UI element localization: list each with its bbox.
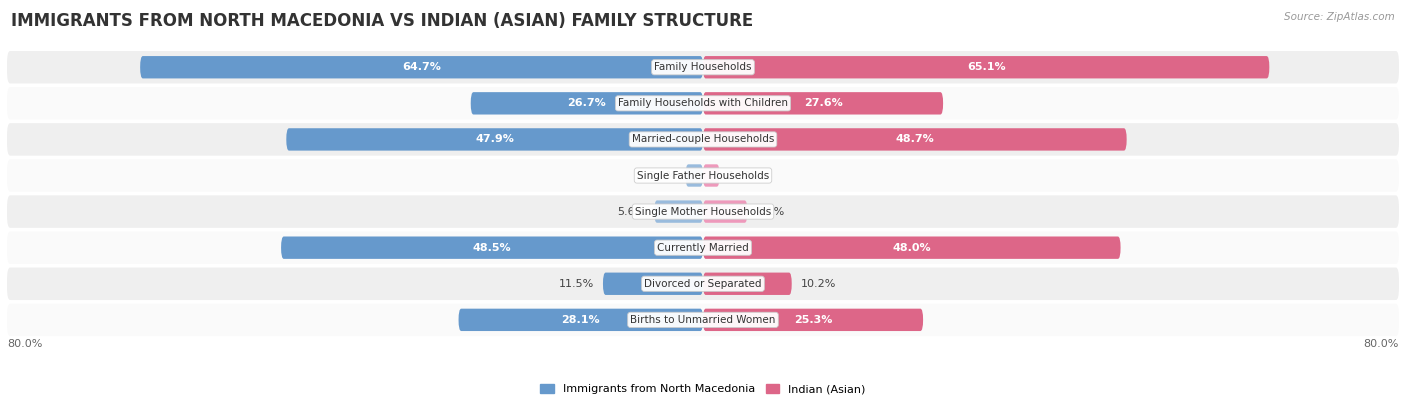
FancyBboxPatch shape — [703, 164, 720, 187]
FancyBboxPatch shape — [7, 267, 1399, 300]
FancyBboxPatch shape — [281, 237, 703, 259]
Text: Births to Unmarried Women: Births to Unmarried Women — [630, 315, 776, 325]
FancyBboxPatch shape — [7, 304, 1399, 336]
FancyBboxPatch shape — [603, 273, 703, 295]
FancyBboxPatch shape — [7, 123, 1399, 156]
Text: 65.1%: 65.1% — [967, 62, 1005, 72]
Text: Source: ZipAtlas.com: Source: ZipAtlas.com — [1284, 12, 1395, 22]
Text: 5.6%: 5.6% — [617, 207, 645, 216]
Text: 64.7%: 64.7% — [402, 62, 441, 72]
Text: 5.1%: 5.1% — [756, 207, 785, 216]
FancyBboxPatch shape — [458, 308, 703, 331]
FancyBboxPatch shape — [703, 237, 1121, 259]
FancyBboxPatch shape — [7, 231, 1399, 264]
FancyBboxPatch shape — [7, 51, 1399, 83]
Text: Currently Married: Currently Married — [657, 243, 749, 253]
FancyBboxPatch shape — [654, 200, 703, 223]
Text: 80.0%: 80.0% — [7, 339, 42, 349]
Text: 80.0%: 80.0% — [1364, 339, 1399, 349]
FancyBboxPatch shape — [686, 164, 703, 187]
Text: 47.9%: 47.9% — [475, 134, 515, 145]
Text: 11.5%: 11.5% — [560, 279, 595, 289]
FancyBboxPatch shape — [7, 196, 1399, 228]
FancyBboxPatch shape — [7, 87, 1399, 120]
FancyBboxPatch shape — [703, 308, 924, 331]
Text: 27.6%: 27.6% — [804, 98, 842, 108]
Text: Married-couple Households: Married-couple Households — [631, 134, 775, 145]
FancyBboxPatch shape — [471, 92, 703, 115]
Legend: Immigrants from North Macedonia, Indian (Asian): Immigrants from North Macedonia, Indian … — [536, 379, 870, 395]
Text: Family Households: Family Households — [654, 62, 752, 72]
Text: Single Father Households: Single Father Households — [637, 171, 769, 181]
Text: Single Mother Households: Single Mother Households — [636, 207, 770, 216]
FancyBboxPatch shape — [7, 159, 1399, 192]
FancyBboxPatch shape — [703, 56, 1270, 79]
FancyBboxPatch shape — [703, 273, 792, 295]
Text: 25.3%: 25.3% — [794, 315, 832, 325]
Text: 28.1%: 28.1% — [561, 315, 600, 325]
FancyBboxPatch shape — [703, 200, 748, 223]
FancyBboxPatch shape — [141, 56, 703, 79]
Text: 2.0%: 2.0% — [648, 171, 676, 181]
Text: Family Households with Children: Family Households with Children — [619, 98, 787, 108]
Text: 48.5%: 48.5% — [472, 243, 512, 253]
Text: Divorced or Separated: Divorced or Separated — [644, 279, 762, 289]
FancyBboxPatch shape — [703, 128, 1126, 150]
FancyBboxPatch shape — [703, 92, 943, 115]
FancyBboxPatch shape — [287, 128, 703, 150]
Text: 1.9%: 1.9% — [728, 171, 756, 181]
Text: 26.7%: 26.7% — [568, 98, 606, 108]
Text: IMMIGRANTS FROM NORTH MACEDONIA VS INDIAN (ASIAN) FAMILY STRUCTURE: IMMIGRANTS FROM NORTH MACEDONIA VS INDIA… — [11, 12, 754, 30]
Text: 48.0%: 48.0% — [893, 243, 931, 253]
Text: 10.2%: 10.2% — [800, 279, 835, 289]
Text: 48.7%: 48.7% — [896, 134, 934, 145]
